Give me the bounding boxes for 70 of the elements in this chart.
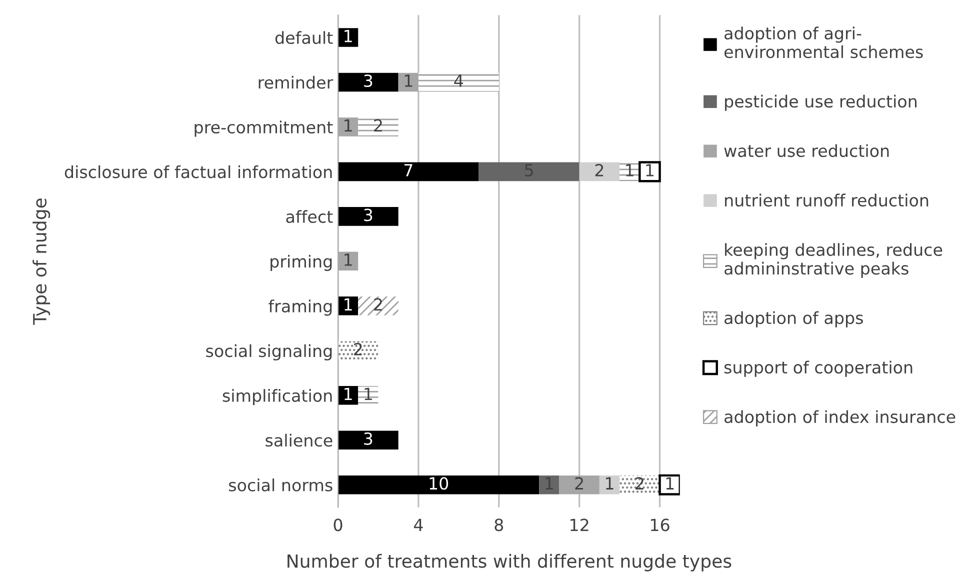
data-label: 3 <box>364 74 372 88</box>
x-tick-label: 12 <box>570 518 588 531</box>
bar <box>338 296 358 316</box>
legend-label: pesticide use reduction <box>725 94 916 111</box>
data-label: 2 <box>595 164 604 176</box>
legend-label: water use reduction <box>724 144 889 158</box>
bar <box>358 118 398 136</box>
data-label: 1 <box>364 388 372 400</box>
bar <box>559 475 600 494</box>
y-axis-title: Type of nudge <box>32 198 50 325</box>
data-label: 7 <box>404 164 412 176</box>
bar <box>338 28 358 47</box>
bar <box>338 386 358 405</box>
x-tick-label: 16 <box>650 518 670 532</box>
data-label: 1 <box>666 477 674 490</box>
data-label: 2 <box>354 342 362 356</box>
legend-label: nutrient runoff reduction <box>725 194 928 207</box>
data-label: 1 <box>626 164 634 176</box>
bar <box>358 386 378 405</box>
bar <box>599 475 620 494</box>
data-label: 1 <box>606 477 614 490</box>
legend-label: keeping deadlines, reduce admininstrative peaks <box>724 243 942 278</box>
data-label: 1 <box>404 74 412 87</box>
data-label: 2 <box>374 298 382 310</box>
bar <box>338 430 398 450</box>
y-tick-label: reminder <box>258 76 334 89</box>
y-tick-label: default <box>275 31 333 44</box>
data-label: 1 <box>344 388 352 400</box>
bar <box>338 475 540 494</box>
bar <box>620 475 660 494</box>
bar <box>338 207 398 226</box>
legend-label: adoption of agri- environmental schemes <box>724 26 923 58</box>
data-label: 2 <box>575 477 583 490</box>
bar <box>418 72 499 92</box>
data-label: 1 <box>344 119 352 132</box>
y-tick-label: social signaling <box>206 344 332 360</box>
bar <box>579 162 620 182</box>
x-tick-label: 0 <box>334 518 342 532</box>
y-tick-label: framing <box>268 300 332 316</box>
bar <box>539 475 560 494</box>
x-tick-label: 8 <box>494 518 504 532</box>
y-tick-label: pre-commitment <box>194 120 333 137</box>
bar <box>358 296 398 316</box>
bar <box>338 341 378 360</box>
data-label: 1 <box>646 164 654 176</box>
bar <box>638 161 661 182</box>
data-label: 4 <box>454 74 464 87</box>
y-tick-label: social norms <box>229 478 332 492</box>
data-label: 3 <box>364 432 372 445</box>
data-label: 1 <box>344 254 352 266</box>
bar <box>658 474 680 496</box>
x-axis-title: Number of treatments with different nugde types <box>288 554 732 572</box>
y-tick-label: disclosure of factual information <box>64 165 332 178</box>
legend-label: support of cooperation <box>724 360 912 377</box>
data-label: 1 <box>344 298 352 310</box>
y-tick-label: priming <box>270 254 332 271</box>
legend-label: adoption of index insurance <box>724 410 956 426</box>
y-tick-label: affect <box>286 210 333 223</box>
data-label: 10 <box>430 477 448 490</box>
y-tick-label: simplification <box>222 389 332 406</box>
legend-label: adoption of apps <box>724 311 863 328</box>
bar <box>398 72 418 92</box>
x-tick-label: 4 <box>414 518 423 531</box>
y-tick-label: salience <box>266 434 332 447</box>
data-label: 1 <box>344 30 352 42</box>
data-label: 2 <box>374 119 382 132</box>
bar <box>478 162 580 182</box>
data-label: 3 <box>364 208 372 222</box>
bar <box>338 72 398 92</box>
bar <box>338 162 479 182</box>
